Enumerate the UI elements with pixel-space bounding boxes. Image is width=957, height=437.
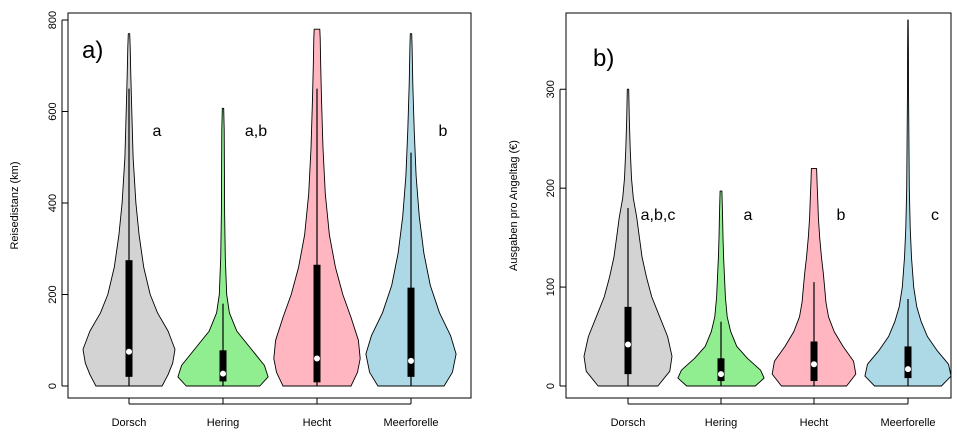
median-point-meerforelle <box>905 366 911 373</box>
panel-label: b) <box>593 45 614 72</box>
significance-label: a <box>153 123 162 140</box>
violin-hecht <box>771 167 857 387</box>
significance-label: c <box>931 207 939 224</box>
median-point-hecht <box>811 361 817 368</box>
x-tick-label: Hering <box>705 417 737 429</box>
x-tick-label: Dorsch <box>112 417 147 429</box>
iqr-box-meerforelle <box>407 287 415 377</box>
iqr-box-hering <box>717 358 725 382</box>
x-tick-label: Meerforelle <box>383 417 438 429</box>
iqr-box-dorsch <box>624 306 632 375</box>
median-point-meerforelle <box>408 357 414 364</box>
iqr-box-hering <box>219 350 227 382</box>
y-tick-label: 0 <box>545 383 557 389</box>
y-tick-label: 800 <box>47 11 59 29</box>
significance-label: a,b <box>245 123 267 140</box>
chart-panel-1: 0 200 400 600 800 Reisedistanz (km) Dorsch Heri… <box>9 11 472 429</box>
median-point-dorsch <box>126 348 132 355</box>
significance-label: b <box>837 207 846 224</box>
median-point-hering <box>220 370 226 377</box>
y-axis-title: Reisedistanz (km) <box>9 161 21 249</box>
chart-panel-2: 0 100 200 300 Ausgaben pro Angeltag (€) Dorsc… <box>508 12 952 429</box>
plot-frame <box>565 12 952 399</box>
y-axis-title: Ausgaben pro Angeltag (€) <box>508 140 520 271</box>
significance-label: b <box>439 123 448 140</box>
y-tick-label: 200 <box>47 285 59 303</box>
plot-frame <box>67 12 472 399</box>
y-tick-label: 200 <box>545 179 557 197</box>
median-point-hecht <box>314 355 320 362</box>
x-tick-label: Hecht <box>800 417 829 429</box>
x-tick-label: Meerforelle <box>880 417 935 429</box>
violin-meerforelle <box>864 19 952 387</box>
y-tick-label: 0 <box>47 383 59 389</box>
median-point-dorsch <box>625 341 631 348</box>
x-tick-label: Dorsch <box>611 417 646 429</box>
significance-label: a <box>744 207 753 224</box>
iqr-box-meerforelle <box>904 346 912 379</box>
median-point-hering <box>718 371 724 378</box>
y-tick-label: 400 <box>47 194 59 212</box>
y-tick-label: 600 <box>47 102 59 120</box>
iqr-box-dorsch <box>125 260 133 377</box>
x-tick-label: Hecht <box>303 417 332 429</box>
iqr-box-hecht <box>313 264 321 383</box>
panel-label: a) <box>82 37 103 64</box>
y-tick-label: 100 <box>545 278 557 296</box>
significance-label: a,b,c <box>641 207 676 224</box>
violin-hering <box>677 190 765 387</box>
y-tick-label: 300 <box>545 80 557 98</box>
violin-hering <box>177 107 269 387</box>
x-tick-label: Hering <box>207 417 239 429</box>
